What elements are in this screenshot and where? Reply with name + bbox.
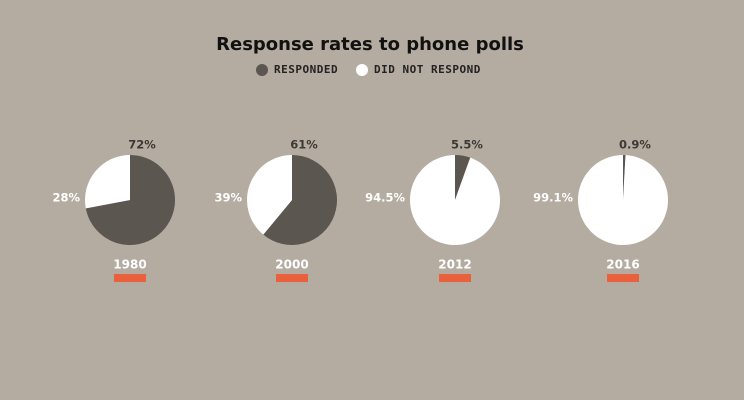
value-label: 99.1% bbox=[533, 191, 573, 205]
pie-slice bbox=[577, 155, 668, 246]
pie-slice bbox=[84, 155, 130, 209]
legend-label: DID NOT RESPOND bbox=[374, 63, 481, 76]
pie-slice bbox=[247, 155, 292, 235]
year-underline bbox=[607, 274, 639, 282]
pie-title: 2016 bbox=[606, 258, 639, 272]
year-underline bbox=[276, 274, 308, 282]
value-label: 61% bbox=[290, 138, 318, 152]
value-label: 94.5% bbox=[365, 191, 405, 205]
pie-title: 1980 bbox=[113, 258, 146, 272]
year-underline bbox=[439, 274, 471, 282]
legend-label: RESPONDED bbox=[274, 63, 338, 76]
legend-swatch bbox=[256, 64, 268, 76]
legend-swatch bbox=[356, 64, 368, 76]
value-label: 72% bbox=[128, 138, 156, 152]
pie-title: 2012 bbox=[438, 258, 471, 272]
pie-slice bbox=[455, 155, 471, 200]
pie-slice bbox=[409, 155, 500, 245]
value-label: 5.5% bbox=[451, 138, 483, 152]
value-label: 28% bbox=[52, 191, 80, 205]
value-label: 0.9% bbox=[619, 138, 651, 152]
pie-title: 2000 bbox=[275, 258, 308, 272]
pie-slice bbox=[623, 155, 626, 200]
year-underline bbox=[114, 274, 146, 282]
value-label: 39% bbox=[214, 191, 242, 205]
chart-title: Response rates to phone polls bbox=[216, 34, 524, 55]
pie-slice bbox=[263, 155, 337, 245]
pie-slice bbox=[85, 155, 176, 245]
